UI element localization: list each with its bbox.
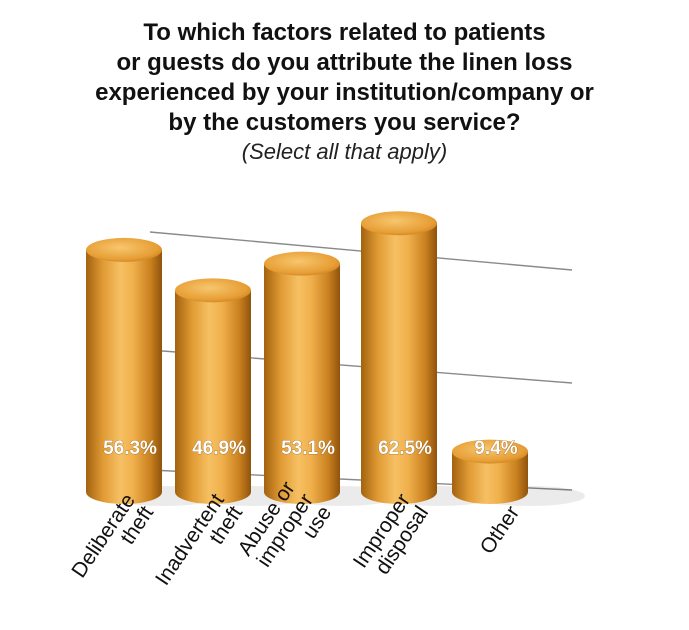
data-label-1: 56.3% [103, 438, 157, 459]
chart-title-block: To which factors related to patients or … [0, 18, 689, 166]
bar-body-1 [86, 249, 162, 504]
chart-title-line-3: experienced by your institution/company … [95, 79, 594, 106]
x-tick-label-3: Abuse orimproperuse [234, 477, 337, 584]
bar-body-2 [175, 290, 251, 504]
bar-top-2 [175, 278, 251, 303]
bar-3 [264, 251, 340, 504]
x-tick-label-2: Inadvertenttheft [151, 490, 247, 602]
bar-4 [361, 211, 437, 504]
bar-body-5 [452, 451, 528, 504]
bar-top-5 [452, 439, 528, 464]
data-label-2: 46.9% [192, 438, 246, 459]
bar-top-4 [361, 211, 437, 236]
chart-title-line-1: To which factors related to patients [143, 19, 546, 46]
bar-body-4 [361, 223, 437, 504]
bar-top-3 [264, 251, 340, 276]
bar-1 [86, 237, 162, 504]
data-label-5: 9.4% [474, 438, 517, 459]
chart-title-line-2: or guests do you attribute the linen los… [116, 49, 573, 76]
x-tick-label-5: Other [476, 502, 524, 558]
chart-title-line-4: by the customers you service? [168, 109, 521, 136]
bar-5 [452, 439, 528, 504]
data-label-4: 62.5% [378, 438, 432, 459]
bar-2 [175, 278, 251, 504]
bar-top-1 [86, 237, 162, 262]
chart-subtitle: (Select all that apply) [241, 139, 448, 164]
data-label-3: 53.1% [281, 438, 335, 459]
bar-body-3 [264, 263, 340, 504]
